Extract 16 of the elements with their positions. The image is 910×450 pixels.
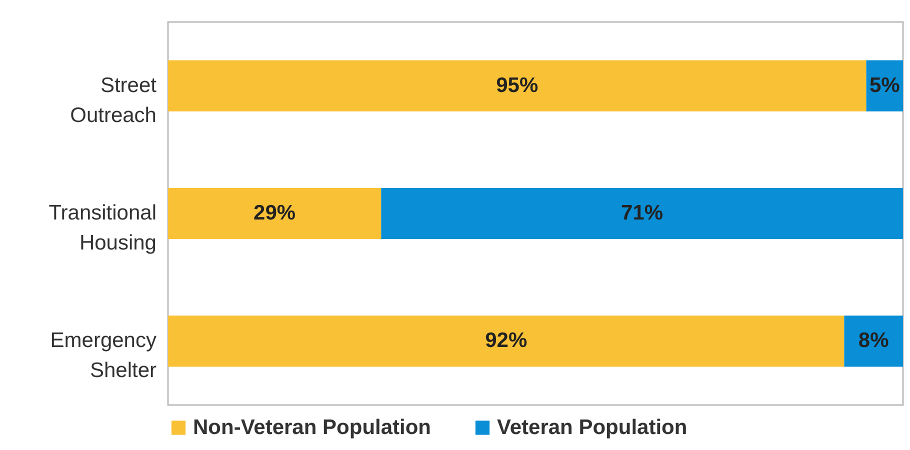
legend-label: Non-Veteran Population [193, 416, 432, 439]
data-label: 92% [485, 329, 528, 352]
data-label: 5% [869, 74, 900, 97]
data-label: 29% [254, 202, 296, 224]
bar [381, 188, 903, 240]
bar [844, 316, 903, 367]
data-label: 71% [621, 202, 664, 224]
bar [168, 316, 844, 367]
legend-label: Veteran Population [497, 416, 688, 439]
bar [168, 60, 866, 112]
data-label: 8% [858, 329, 890, 352]
y-tick-label: Emergency Shelter [50, 329, 157, 382]
y-tick-label: Street Outreach [70, 74, 157, 127]
data-label: 95% [496, 74, 538, 97]
y-tick-label: Transitional Housing [48, 202, 156, 254]
bar [168, 188, 382, 240]
